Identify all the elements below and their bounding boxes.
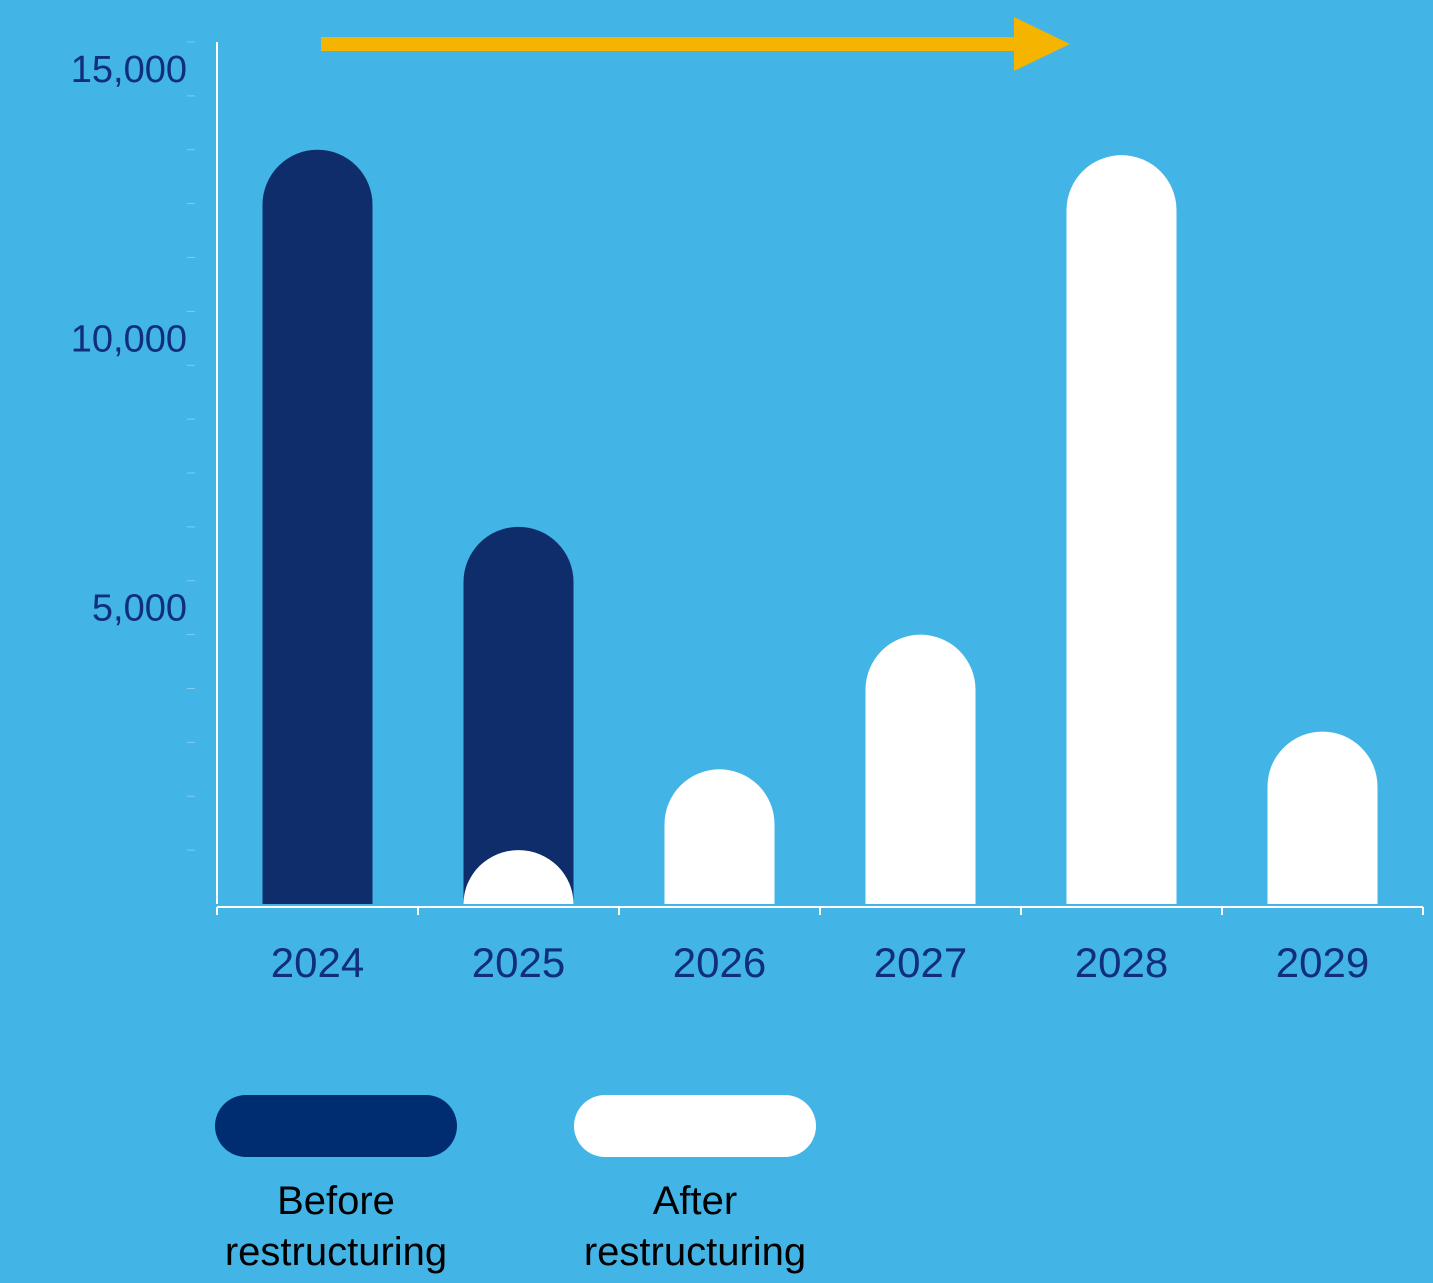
legend-swatch [215,1095,457,1157]
bar-after-2029 [1267,731,1378,904]
legend-label-line2: restructuring [584,1230,806,1274]
bar-after-2028 [1066,155,1177,905]
bar-after-2026 [664,769,775,904]
legend-swatch [574,1095,816,1157]
x-tick-label: 2025 [472,939,565,986]
x-tick-label: 2029 [1276,939,1369,986]
arrow-head [1014,17,1070,71]
legend: Before restructuring After restructuring [215,1095,816,1274]
legend-label-line1: Before [277,1179,395,1223]
trend-arrow [321,17,1070,71]
legend-label-line2: restructuring [225,1230,447,1274]
y-tick-label: 5,000 [92,588,187,630]
bar-after-2027 [865,634,976,904]
x-tick-label: 2027 [874,939,967,986]
x-tick-label: 2024 [271,939,364,986]
bars [262,149,1378,905]
bar-before-2025 [463,526,574,904]
x-tick-label: 2028 [1075,939,1168,986]
legend-label-line1: After [653,1179,737,1223]
y-tick-label: 10,000 [71,318,187,360]
bar-after-2025 [463,850,574,904]
bar-before-2024 [262,149,373,904]
axes: 5,000 10,000 15,000 2024 2025 2026 2027 2028 202… [71,41,1424,986]
x-tick-label: 2026 [673,939,766,986]
y-tick-label: 15,000 [71,49,187,91]
